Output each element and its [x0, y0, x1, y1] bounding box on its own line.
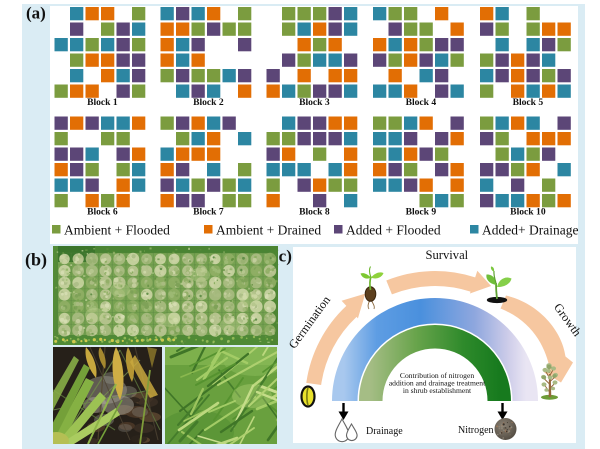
svg-text:Added + Flooded: Added + Flooded	[346, 223, 441, 238]
svg-text:in shrub establishment: in shrub establishment	[403, 386, 472, 395]
svg-text:Block 10: Block 10	[510, 207, 546, 218]
svg-text:Ambient + Flooded: Ambient + Flooded	[64, 223, 170, 238]
svg-text:(a): (a)	[26, 4, 46, 23]
svg-text:(b): (b)	[25, 250, 47, 271]
svg-text:addition and drainage treatmen: addition and drainage treatment	[389, 379, 486, 388]
svg-text:Block 6: Block 6	[87, 207, 118, 218]
svg-text:Survival: Survival	[426, 248, 469, 262]
svg-text:Contribution of nitrogen: Contribution of nitrogen	[400, 371, 474, 380]
svg-text:Block 1: Block 1	[87, 97, 118, 108]
svg-text:Block 4: Block 4	[406, 97, 437, 108]
svg-text:Block 3: Block 3	[299, 97, 330, 108]
svg-text:Block 8: Block 8	[299, 207, 330, 218]
svg-text:Nitrogen: Nitrogen	[458, 425, 494, 436]
svg-text:Ambient + Drained: Ambient + Drained	[216, 223, 321, 238]
svg-text:Block 7: Block 7	[193, 207, 224, 218]
svg-text:Block 9: Block 9	[406, 207, 437, 218]
svg-text:Added+ Drainage: Added+ Drainage	[482, 223, 578, 238]
svg-text:Block 5: Block 5	[513, 97, 544, 108]
svg-text:Drainage: Drainage	[366, 426, 403, 437]
svg-text:Block 2: Block 2	[193, 97, 224, 108]
